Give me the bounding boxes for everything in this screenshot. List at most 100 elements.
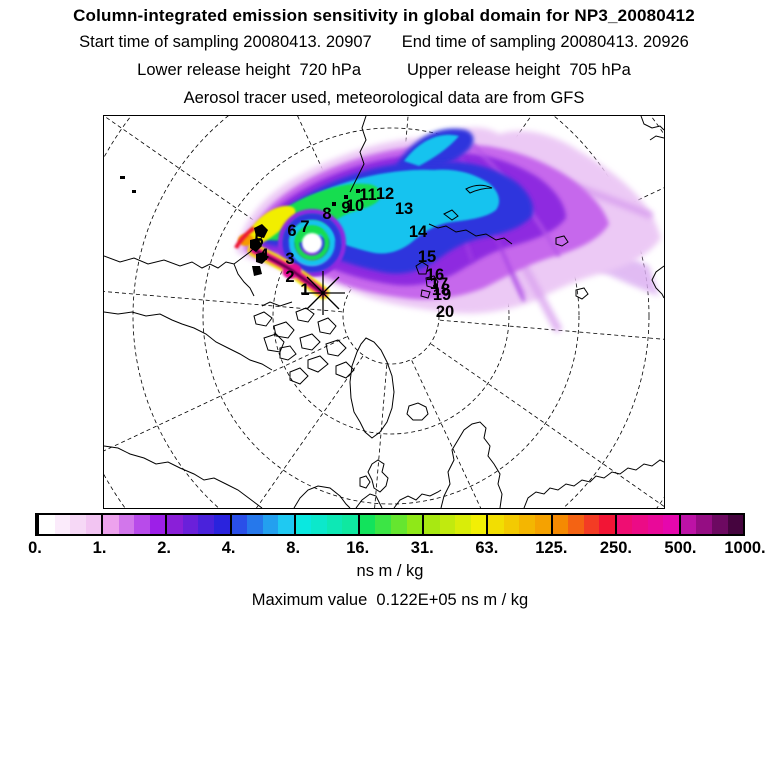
colorbar-cell [424, 515, 440, 534]
track-point-label: 19 [433, 286, 451, 304]
tracer-info-text: Aerosol tracer used, meteorological data… [183, 89, 585, 107]
figure-title: Column-integrated emission sensitivity i… [73, 6, 695, 25]
colorbar-cell [342, 515, 358, 534]
colorbar-tick-label: 8. [286, 539, 301, 557]
colorbar-segment [229, 515, 294, 534]
colorbar-cell [167, 515, 183, 534]
track-point-label: 8 [322, 205, 331, 223]
colorbar-cell [455, 515, 471, 534]
track-point-label: 1 [300, 281, 309, 299]
release-location-marker [301, 271, 345, 315]
colorbar-cell [616, 515, 633, 534]
colorbar-cell [214, 515, 230, 534]
colorbar-tick-label: 31. [410, 539, 434, 557]
track-point-label: 13 [395, 200, 413, 218]
track-point-label: 4 [259, 246, 269, 264]
colorbar-segment [550, 515, 615, 534]
track-point-label: 18 [432, 281, 450, 299]
maximum-value-line: Maximum value 0.122E+05 ns m / kg [35, 591, 745, 610]
sampling-times-row: Start time of sampling 20080413. 20907 E… [0, 33, 768, 52]
track-point-label: 3 [285, 250, 294, 268]
colorbar-cell [231, 515, 248, 534]
track-point-label: 7 [300, 218, 309, 236]
tracer-info-row: Aerosol tracer used, meteorological data… [0, 89, 768, 108]
colorbar-cell [247, 515, 263, 534]
colorbar-cell [103, 515, 119, 534]
colorbar-unit-label: ns m / kg [356, 562, 424, 580]
track-point-label: 14 [409, 223, 428, 241]
colorbar-cell [54, 515, 71, 534]
colorbar-cell [278, 515, 294, 534]
colorbar-segment [101, 515, 166, 534]
colorbar-cell [727, 515, 744, 534]
colorbar-cell [696, 515, 712, 534]
end-time-text: End time of sampling 20080413. 20926 [401, 33, 689, 51]
colorbar-cell [663, 515, 679, 534]
colorbar-tick-label: 1. [92, 539, 107, 557]
track-point-label: 16 [426, 266, 444, 284]
colorbar-cell [519, 515, 535, 534]
colorbar-segment [37, 515, 102, 534]
track-point-label: 17 [430, 275, 448, 293]
colorbar-segment [357, 515, 423, 534]
release-heights-row: Lower release height 720 hPa Upper relea… [0, 61, 768, 80]
colorbar-cell [70, 515, 86, 534]
colorbar-tick-label: 4. [221, 539, 236, 557]
colorbar-cell [647, 515, 664, 534]
colorbar-cell [85, 515, 102, 534]
colorbar-tick-label: 0. [28, 539, 42, 557]
colorbar-segment [293, 515, 358, 534]
colorbar-cell [711, 515, 728, 534]
track-point-label: 2 [285, 268, 294, 286]
track-point-label: 11 [359, 186, 376, 204]
polar-map-panel: 1 2 3 4 5 6 7 8 9 10 11 12 13 14 15 16 17 18 19 20 [103, 115, 665, 509]
colorbar-tick-label: 125. [535, 539, 568, 557]
track-point-label: 20 [436, 303, 454, 321]
colorbar-cell [599, 515, 615, 534]
colorbar-cell [149, 515, 166, 534]
coastlines [104, 116, 664, 508]
colorbar-segment [422, 515, 487, 534]
colorbar-cell [503, 515, 520, 534]
colorbar-tick-labels: 0. 1. 2. 4. 8. 16. 31. 63. 125. 250. 500. 1000. [28, 539, 766, 559]
colorbar-cell [359, 515, 376, 534]
colorbar-segment [165, 515, 230, 534]
colorbar-cell [295, 515, 312, 534]
colorbar-cell [488, 515, 504, 534]
colorbar-cell [182, 515, 199, 534]
colorbar-segment [614, 515, 679, 534]
colorbar-cell [632, 515, 648, 534]
track-point-label: 9 [341, 199, 350, 217]
track-point-label: 15 [418, 248, 436, 266]
track-point-label: 12 [376, 185, 394, 203]
colorbar-tick-label: 63. [475, 539, 499, 557]
colorbar-cell [534, 515, 551, 534]
track-point-label: 5 [254, 232, 263, 250]
colorbar-cell [583, 515, 600, 534]
colorbar-cell [406, 515, 423, 534]
start-time-text: Start time of sampling 20080413. 20907 [79, 33, 372, 51]
colorbar-tick-label: 1000. [724, 539, 766, 557]
lower-release-text: Lower release height 720 hPa [137, 61, 361, 79]
colorbar-cell [391, 515, 407, 534]
colorbar-cell [39, 515, 55, 534]
coast-islets [120, 176, 360, 276]
track-point-label: 6 [287, 222, 296, 240]
colorbar-cell [118, 515, 135, 534]
colorbar-cell [134, 515, 150, 534]
colorbar-cell [439, 515, 456, 534]
colorbar [35, 513, 745, 536]
colorbar-tick-label: 16. [346, 539, 370, 557]
upper-release-text: Upper release height 705 hPa [407, 61, 631, 79]
colorbar-tick-label: 250. [599, 539, 632, 557]
colorbar-cell [552, 515, 569, 534]
colorbar-cell [262, 515, 279, 534]
colorbar-cell [326, 515, 343, 534]
colorbar-tick-label: 2. [157, 539, 171, 557]
colorbar-cell [470, 515, 487, 534]
colorbar-segment [678, 515, 744, 534]
colorbar-cell [311, 515, 327, 534]
